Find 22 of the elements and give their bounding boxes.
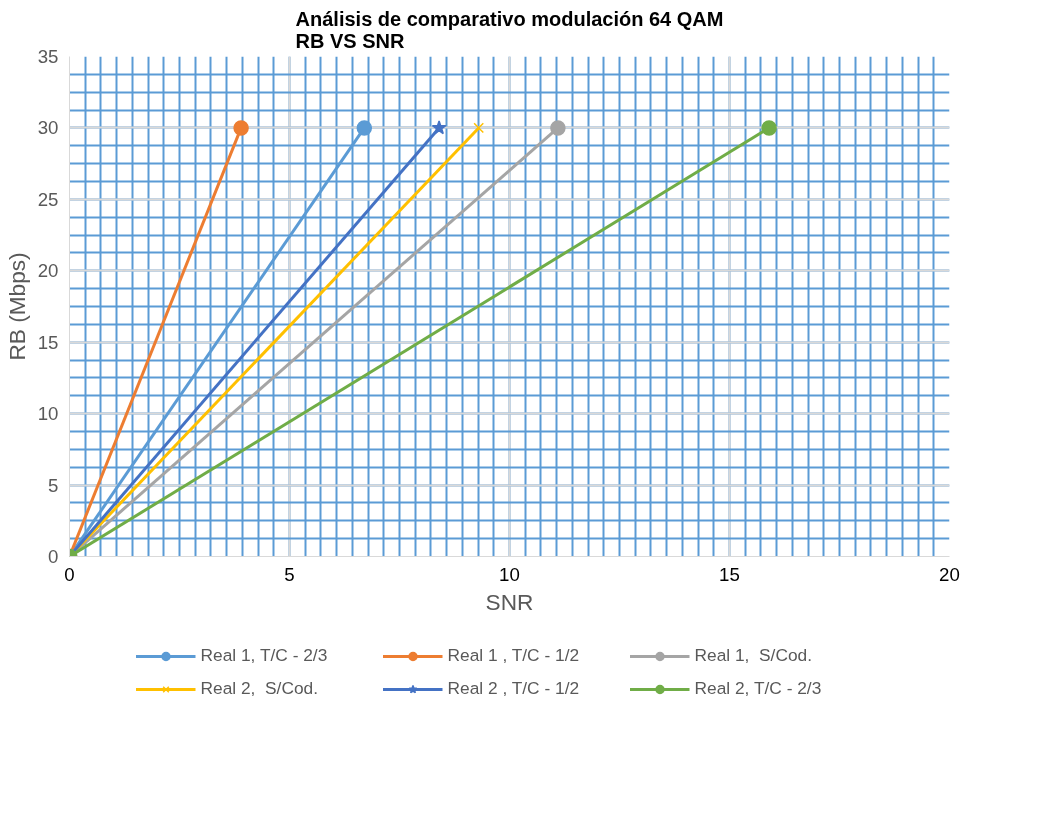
x-tick-label: 0 bbox=[64, 563, 75, 585]
x-tick-label: 15 bbox=[719, 563, 740, 585]
x-tick-label: 20 bbox=[939, 563, 960, 585]
x-axis-title: SNR bbox=[485, 588, 534, 615]
y-tick-label: 15 bbox=[37, 331, 59, 353]
y-tick-label: 30 bbox=[37, 117, 59, 139]
y-tick-label: 10 bbox=[37, 403, 59, 425]
legend-label: Real 2 , T/C - 1/2 bbox=[447, 678, 581, 699]
y-axis-title: RB (Mbps) bbox=[3, 252, 30, 361]
y-tick-label: 5 bbox=[48, 474, 59, 496]
legend-label: Real 2, T/C - 2/3 bbox=[694, 678, 823, 699]
y-tick-label: 35 bbox=[37, 46, 59, 67]
x-tick-label: 5 bbox=[284, 563, 295, 585]
chart-title: Análisis de comparativo modulación 64 QAM RB VS SNR bbox=[295, 7, 724, 52]
y-tick-label: 20 bbox=[37, 260, 59, 282]
legend-label: Real 1, T/C - 2/3 bbox=[200, 645, 329, 666]
legend-label: Real 1 , T/C - 1/2 bbox=[447, 645, 581, 666]
y-tick-label: 0 bbox=[48, 546, 59, 567]
y-tick-label: 25 bbox=[37, 188, 59, 210]
legend-label: Real 1, S/Cod. bbox=[694, 645, 813, 666]
legend-label: Real 2, S/Cod. bbox=[200, 678, 319, 699]
x-tick-label: 10 bbox=[499, 563, 520, 585]
